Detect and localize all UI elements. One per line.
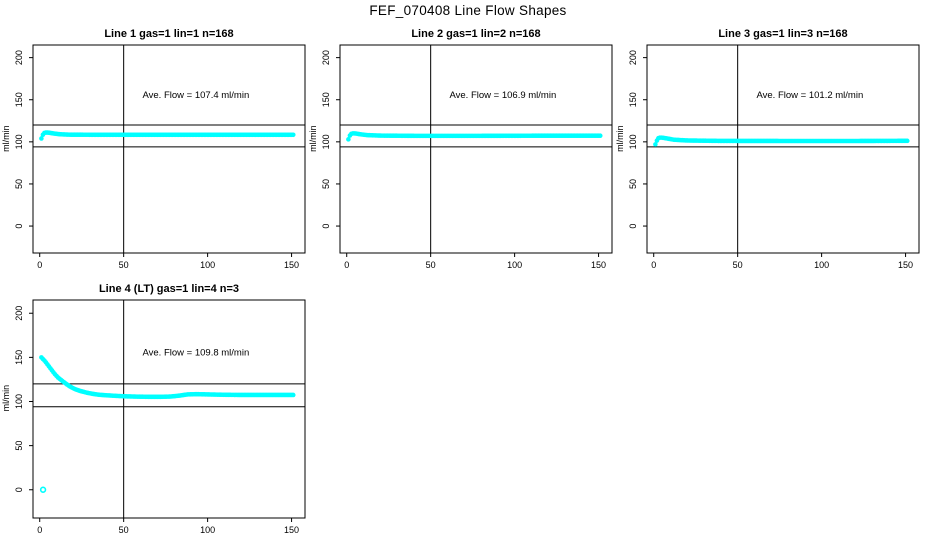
x-axis-tick-label: 100 (507, 260, 522, 270)
y-axis-tick-label: 100 (14, 394, 24, 409)
subplot-line-3: Line 3 gas=1 lin=3 n=168 0 50 100 150 0 50 100 1… (615, 28, 920, 270)
plot-box (339, 44, 613, 254)
data-series (346, 131, 603, 142)
y-axis-tick-label: 50 (321, 179, 331, 189)
data-point (290, 392, 296, 398)
plot-box (646, 44, 920, 254)
y-axis-tick-label: 0 (14, 224, 24, 229)
y-axis-tick-label: 50 (14, 179, 24, 189)
data-series (653, 135, 910, 147)
x-axis-tick-label: 100 (200, 260, 215, 270)
y-axis-tick-label: 0 (321, 224, 331, 229)
page-title: FEF_070408 Line Flow Shapes (369, 3, 567, 18)
y-axis-unit-label: ml/min (1, 125, 11, 152)
y-axis-tick-label: 150 (14, 92, 24, 107)
ave-flow-annotation: Ave. Flow = 107.4 ml/min (142, 90, 249, 101)
ave-flow-annotation: Ave. Flow = 101.2 ml/min (756, 90, 863, 101)
x-axis-tick-label: 100 (814, 260, 829, 270)
x-axis-tick-label: 50 (426, 260, 436, 270)
y-axis-tick-label: 150 (628, 92, 638, 107)
y-axis-tick-label: 150 (321, 92, 331, 107)
subplot-line-1: Line 1 gas=1 lin=1 n=168 0 50 100 150 0 50 100 1… (1, 28, 306, 270)
data-point (597, 133, 603, 138)
x-axis-tick-label: 150 (898, 260, 913, 270)
x-axis-tick-label: 50 (119, 260, 129, 270)
y-axis-tick-label: 200 (321, 50, 331, 65)
x-axis-tick-label: 0 (651, 260, 656, 270)
y-axis-tick-label: 50 (628, 179, 638, 189)
y-axis-tick-label: 100 (321, 134, 331, 149)
plot-box (32, 299, 306, 519)
y-axis-unit-label: ml/min (308, 125, 318, 152)
subplot-title: Line 1 gas=1 lin=1 n=168 (104, 28, 233, 40)
x-axis-tick-label: 150 (284, 260, 299, 270)
x-axis-tick-label: 150 (591, 260, 606, 270)
y-axis-tick-label: 0 (628, 224, 638, 229)
subplot-title: Line 2 gas=1 lin=2 n=168 (411, 28, 540, 40)
x-axis-tick-label: 100 (200, 525, 215, 535)
subplot-line-2: Line 2 gas=1 lin=2 n=168 0 50 100 150 0 50 100 1… (308, 28, 613, 270)
y-axis-tick-label: 100 (14, 134, 24, 149)
data-point (39, 136, 44, 141)
x-axis-tick-label: 0 (37, 260, 42, 270)
x-axis-tick-label: 0 (344, 260, 349, 270)
ave-flow-annotation: Ave. Flow = 106.9 ml/min (449, 90, 556, 101)
y-axis-tick-label: 0 (14, 487, 24, 492)
data-point (653, 142, 658, 147)
y-axis-unit-label: ml/min (615, 125, 625, 152)
x-axis-tick-label: 0 (37, 525, 42, 535)
data-point (290, 132, 296, 138)
outlier-point (39, 486, 47, 493)
subplot-line-4: Line 4 (LT) gas=1 lin=4 n=3 0 50 100 150 0 50 1… (1, 283, 306, 535)
y-axis-tick-label: 200 (628, 50, 638, 65)
plot-box (32, 44, 306, 254)
x-axis-tick-label: 150 (284, 525, 299, 535)
y-axis-tick-label: 100 (628, 134, 638, 149)
data-point (904, 138, 910, 144)
x-axis-tick-label: 50 (119, 525, 129, 535)
data-series (39, 355, 296, 400)
y-axis-unit-label: ml/min (1, 385, 11, 412)
subplot-title: Line 3 gas=1 lin=3 n=168 (718, 28, 847, 40)
data-series (39, 130, 296, 141)
y-axis-tick-label: 200 (14, 306, 24, 321)
y-axis-tick-label: 200 (14, 50, 24, 65)
data-point (346, 137, 351, 142)
subplot-title: Line 4 (LT) gas=1 lin=4 n=3 (99, 283, 239, 295)
ave-flow-annotation: Ave. Flow = 109.8 ml/min (142, 348, 249, 359)
y-axis-tick-label: 150 (14, 350, 24, 365)
y-axis-tick-label: 50 (14, 441, 24, 451)
x-axis-tick-label: 50 (733, 260, 743, 270)
